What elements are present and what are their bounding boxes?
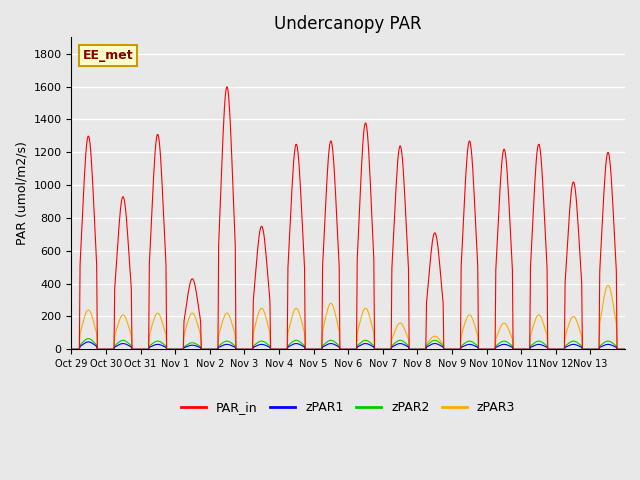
Legend: PAR_in, zPAR1, zPAR2, zPAR3: PAR_in, zPAR1, zPAR2, zPAR3: [176, 396, 520, 419]
Title: Undercanopy PAR: Undercanopy PAR: [275, 15, 422, 33]
Text: EE_met: EE_met: [83, 49, 133, 62]
Y-axis label: PAR (umol/m2/s): PAR (umol/m2/s): [15, 142, 28, 245]
